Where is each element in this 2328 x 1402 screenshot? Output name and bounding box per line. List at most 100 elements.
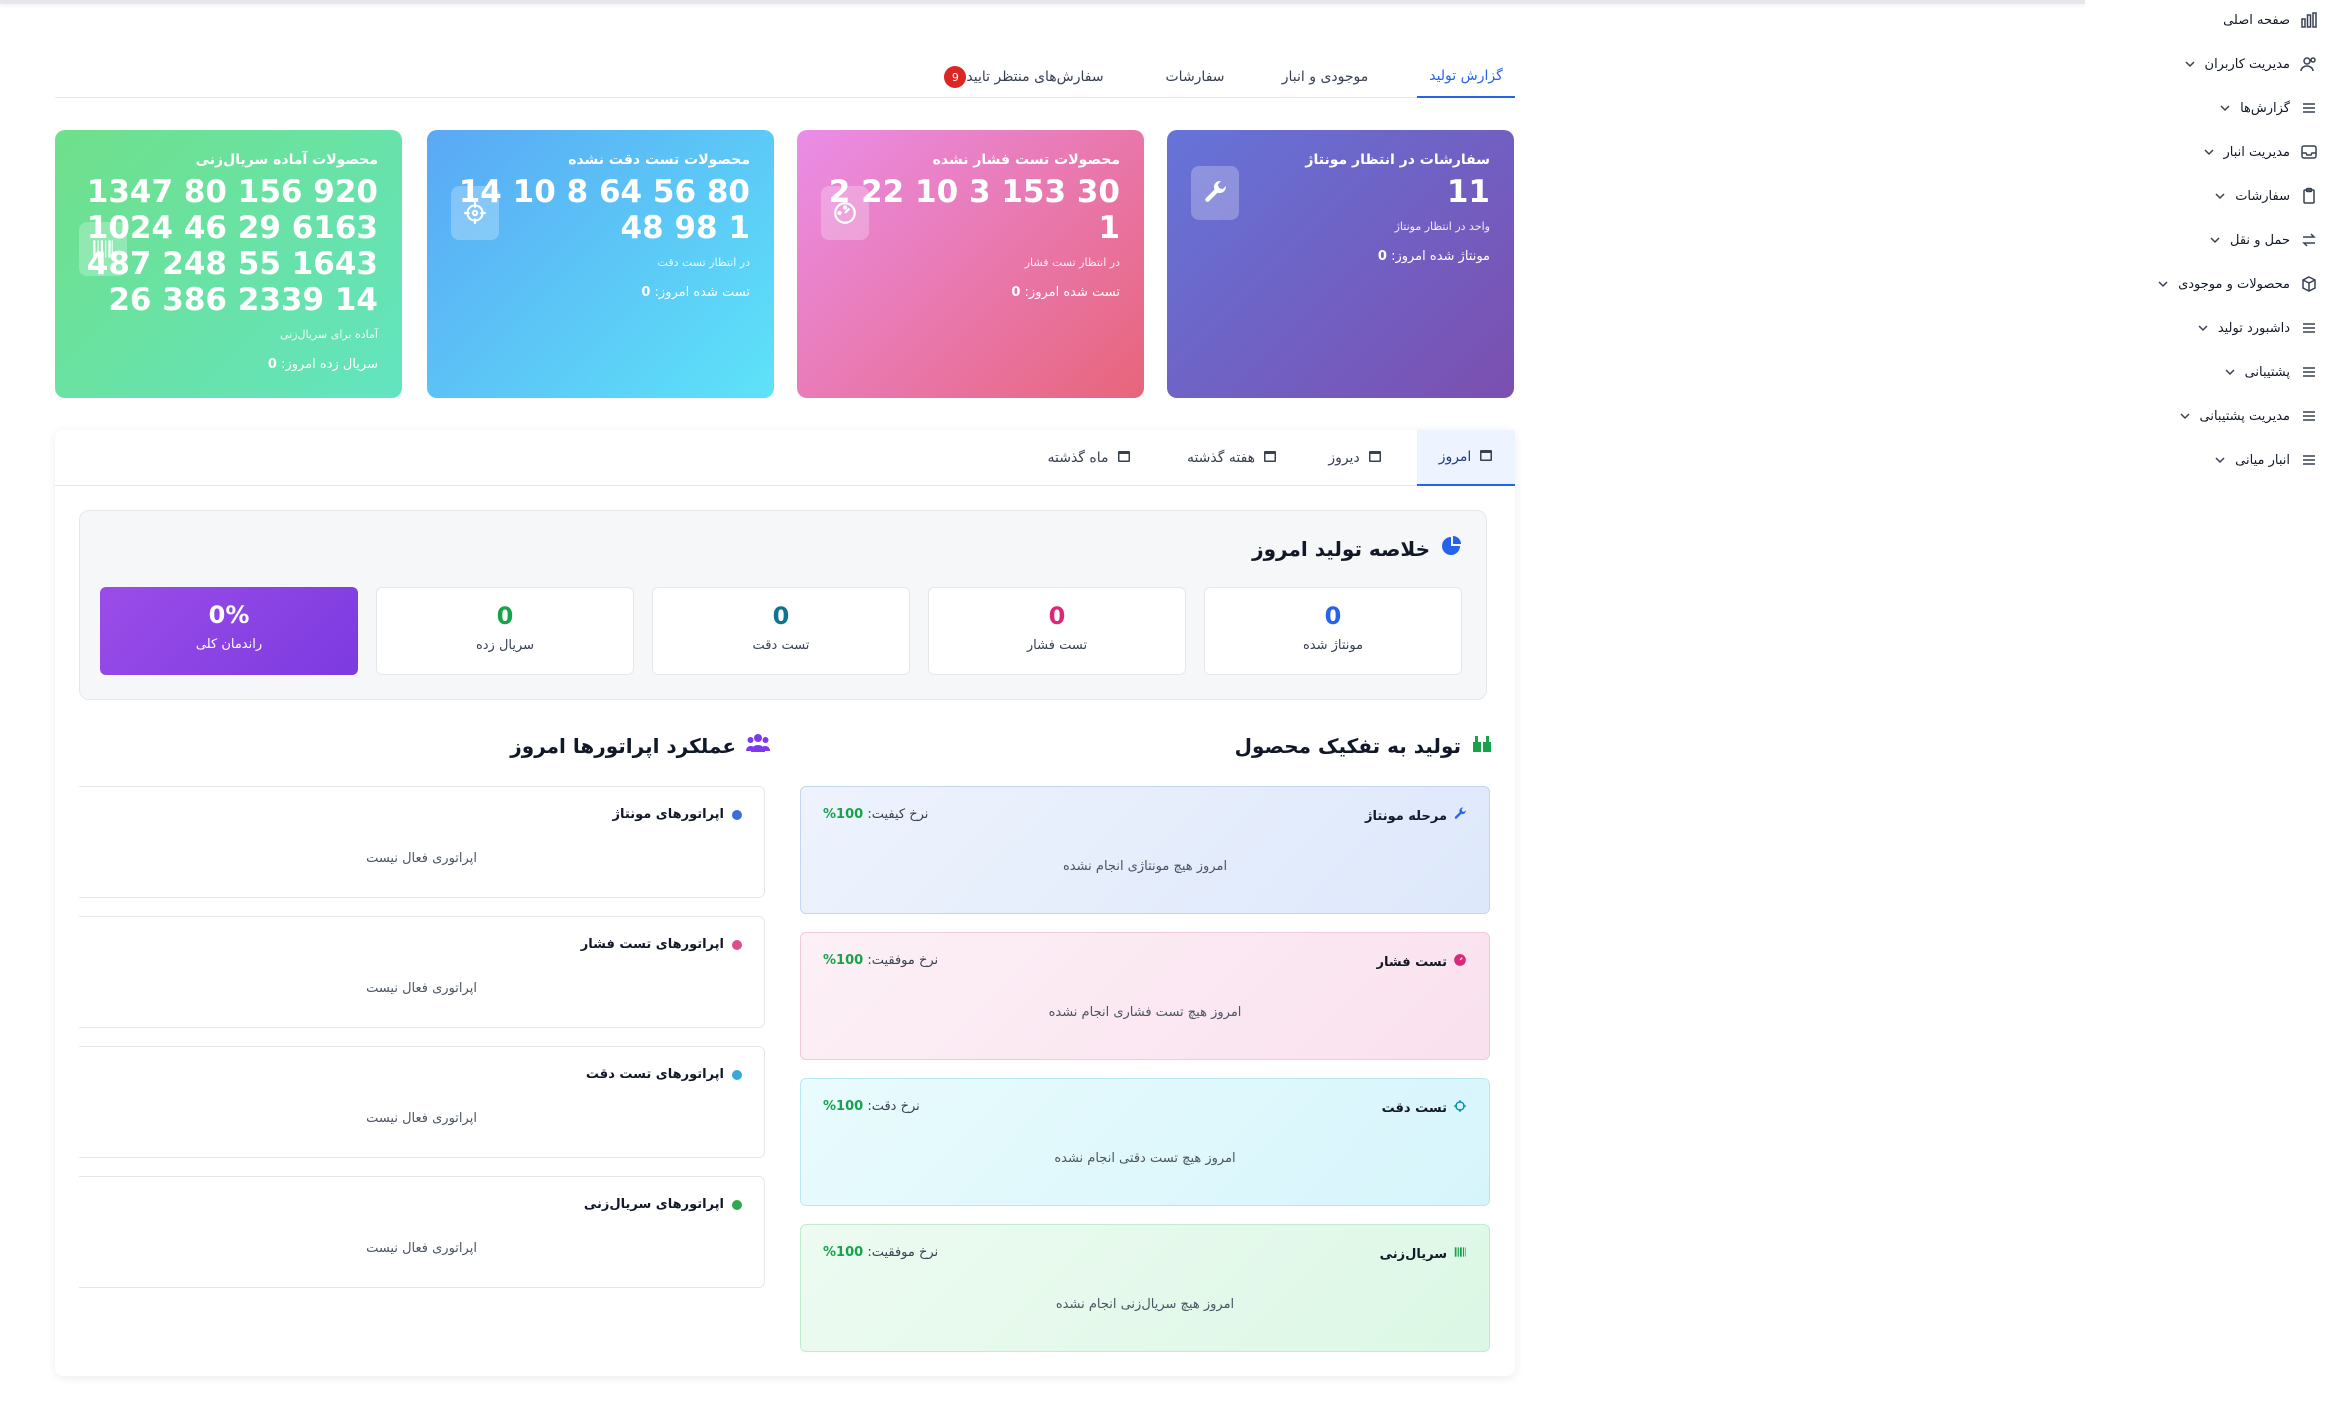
card-value-line: 1 <box>1098 210 1120 246</box>
tab-yesterday[interactable]: دیروز <box>1307 430 1403 486</box>
tab-last-month[interactable]: ماه گذشته <box>1029 430 1149 486</box>
stage-card-serial: سریال‌زنی نرخ موفقیت: 100% امروز هیچ سری… <box>800 1224 1490 1352</box>
tab-label: سفارش‌های منتظر تایید <box>966 69 1104 85</box>
tab-pending-orders[interactable]: سفارش‌های منتظر تایید 9 <box>925 56 1115 98</box>
card-accuracy-untested[interactable]: محصولات تست دقت نشده 80 56 64 8 10 14 1 … <box>427 130 774 398</box>
barcode-icon <box>79 222 127 276</box>
summary-pressure: 0 تست فشار <box>928 587 1186 675</box>
summary-title: خلاصه تولید امروز <box>1252 535 1462 562</box>
tab-label: هفته گذشته <box>1186 450 1256 466</box>
operator-empty-text: اپراتوری فعال نیست <box>366 981 477 996</box>
operator-group-pressure: اپراتورهای تست فشار اپراتوری فعال نیست <box>79 916 765 1028</box>
sidebar-item-label: مدیریت کاربران <box>2204 56 2290 72</box>
menu-icon <box>2298 449 2320 471</box>
footer-label: مونتاژ شده امروز: <box>1391 249 1490 264</box>
chevron-down-icon <box>2178 409 2192 423</box>
sidebar-item-transport[interactable]: حمل و نقل <box>2208 220 2320 260</box>
inbox-icon <box>2298 141 2320 163</box>
sidebar-item-production-dashboard[interactable]: داشبورد تولید <box>2196 308 2320 348</box>
period-panel: امروز دیروز هفته گذشته ماه گذشته خلاصه ت… <box>55 430 1515 1376</box>
card-pressure-untested[interactable]: محصولات تست فشار نشده 30 153 3 10 22 2 1… <box>797 130 1144 398</box>
section-title-text: عملکرد اپراتورها امروز <box>510 733 736 758</box>
operator-empty-text: اپراتوری فعال نیست <box>366 1241 477 1256</box>
card-value: 11 <box>1446 174 1490 210</box>
stage-card-pressure: تست فشار نرخ موفقیت: 100% امروز هیچ تست … <box>800 932 1490 1060</box>
tab-orders[interactable]: سفارشات <box>1155 56 1235 98</box>
sidebar-item-label: محصولات و موجودی <box>2178 276 2290 292</box>
stage-name: تست فشار <box>1376 953 1467 971</box>
sidebar-item-orders[interactable]: سفارشات <box>2213 176 2320 216</box>
operator-group-name: اپراتورهای مونتاژ <box>613 807 742 822</box>
sidebar-item-label: داشبورد تولید <box>2217 320 2290 336</box>
stage-card-assembly: مرحله مونتاژ نرخ کیفیت: 100% امروز هیچ م… <box>800 786 1490 914</box>
sidebar-item-users[interactable]: مدیریت کاربران <box>2183 44 2320 84</box>
operator-group-assembly: اپراتورهای مونتاژ اپراتوری فعال نیست <box>79 786 765 898</box>
tab-label: سفارشات <box>1165 69 1225 85</box>
operator-group-name: اپراتورهای تست فشار <box>581 937 742 952</box>
card-ready-for-serial[interactable]: محصولات آماده سریال‌زنی 920 156 80 1347 … <box>55 130 402 398</box>
status-dot <box>732 1069 742 1080</box>
card-footer: تست شده امروز: 0 <box>821 285 1120 300</box>
bar-chart-icon <box>2298 9 2320 31</box>
main-content: گزارش تولید موجودی و انبار سفارشات سفارش… <box>55 0 1515 1402</box>
card-awaiting-assembly[interactable]: سفارشات در انتظار مونتاژ 11 واحد در انتظ… <box>1167 130 1514 398</box>
crosshair-icon <box>451 186 499 240</box>
sidebar-item-support[interactable]: پشتیبانی <box>2223 352 2320 392</box>
rate-value: 100% <box>823 1099 864 1114</box>
card-title: محصولات تست فشار نشده <box>932 152 1120 168</box>
barcode-icon <box>1453 1245 1467 1263</box>
summary-value: 0 <box>772 602 790 630</box>
top-tabs: گزارش تولید موجودی و انبار سفارشات سفارش… <box>55 44 1515 98</box>
section-title-text: تولید به تفکیک محصول <box>1234 733 1461 758</box>
sidebar-item-label: مدیریت انبار <box>2223 144 2291 160</box>
sidebar-item-label: مدیریت پشتیبانی <box>2199 408 2291 424</box>
operator-group-name-text: اپراتورهای سریال‌زنی <box>583 1197 724 1212</box>
operator-group-accuracy: اپراتورهای تست دقت اپراتوری فعال نیست <box>79 1046 765 1158</box>
card-value: 80 56 64 8 10 14 1 98 48 <box>451 174 750 246</box>
rate-label: نرخ کیفیت: <box>867 807 929 822</box>
card-value-line: 1643 55 248 487 <box>86 246 378 282</box>
stage-empty-text: امروز هیچ تست دقتی انجام نشده <box>1054 1151 1236 1166</box>
box-icon <box>2298 273 2320 295</box>
wrench-icon <box>1191 166 1239 220</box>
sidebar-item-reports[interactable]: گزارش‌ها <box>2218 88 2320 128</box>
pie-chart-icon <box>1440 535 1462 562</box>
period-tabs: امروز دیروز هفته گذشته ماه گذشته <box>55 430 1515 486</box>
status-dot <box>732 939 742 950</box>
wrench-icon <box>1453 807 1467 825</box>
tab-inventory[interactable]: موجودی و انبار <box>1275 56 1375 98</box>
card-footer: سریال زده امروز: 0 <box>79 357 378 372</box>
sidebar-item-products[interactable]: محصولات و موجودی <box>2156 264 2320 304</box>
summary-value: 0 <box>1048 602 1066 630</box>
tab-label: دیروز <box>1328 450 1360 466</box>
rate-label: نرخ موفقیت: <box>867 1245 939 1260</box>
sidebar-item-label: پشتیبانی <box>2244 364 2290 380</box>
summary-label: تست دقت <box>752 638 810 653</box>
tab-production-report[interactable]: گزارش تولید <box>1417 56 1515 98</box>
tab-last-week[interactable]: هفته گذشته <box>1167 430 1297 486</box>
sidebar-item-intermediate-warehouse[interactable]: انبار میانی <box>2213 440 2320 480</box>
card-footer: مونتاژ شده امروز: 0 <box>1191 249 1490 264</box>
rate-value: 100% <box>823 1245 864 1260</box>
summary-accuracy: 0 تست دقت <box>652 587 910 675</box>
menu-icon <box>2298 97 2320 119</box>
footer-value: 0 <box>1011 285 1021 300</box>
sidebar-item-home[interactable]: صفحه اصلی <box>2223 0 2320 40</box>
summary-title-text: خلاصه تولید امروز <box>1252 536 1430 561</box>
stage-rate: نرخ کیفیت: 100% <box>823 807 928 822</box>
summary-label: تست فشار <box>1026 638 1088 653</box>
stage-name-text: تست فشار <box>1376 954 1447 970</box>
sidebar-item-warehouse[interactable]: مدیریت انبار <box>2202 132 2321 172</box>
summary-label: سریال زده <box>475 638 535 653</box>
rate-value: 100% <box>823 807 864 822</box>
tab-today[interactable]: امروز <box>1417 430 1515 486</box>
stage-rate: نرخ موفقیت: 100% <box>823 1245 938 1260</box>
pending-count-badge: 9 <box>944 66 967 88</box>
card-title: محصولات تست دقت نشده <box>568 152 750 168</box>
product-breakdown-title: تولید به تفکیک محصول <box>1235 732 1493 759</box>
sidebar-item-support-management[interactable]: مدیریت پشتیبانی <box>2178 396 2321 436</box>
top-shadow-bar <box>0 0 2085 4</box>
chevron-down-icon <box>2183 57 2197 71</box>
production-summary: خلاصه تولید امروز 0 مونتاژ شده 0 تست فشا… <box>79 510 1487 700</box>
calendar-icon <box>1368 449 1382 467</box>
